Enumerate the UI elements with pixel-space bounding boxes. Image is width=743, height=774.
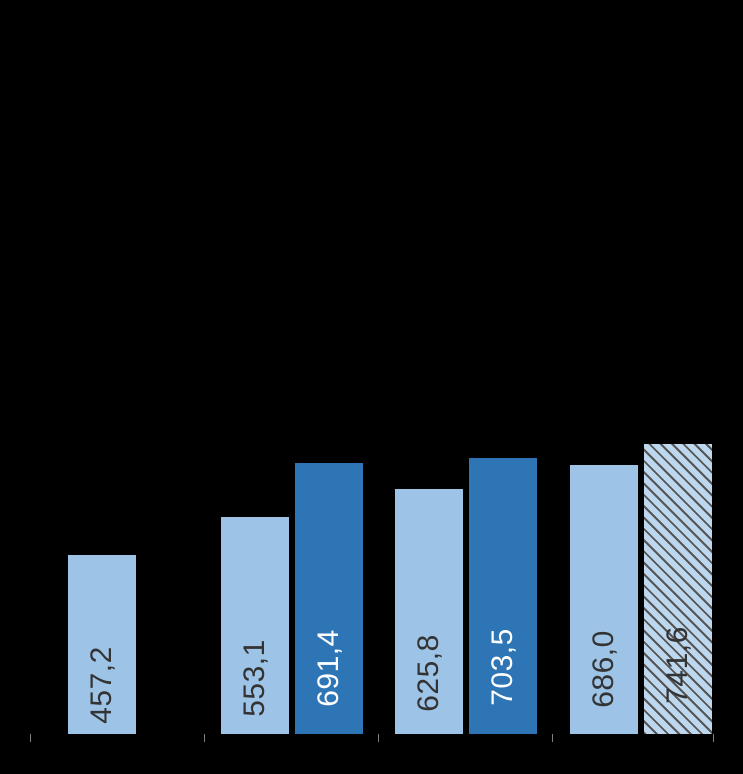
bar: 741,6 [644,444,712,734]
x-tick [713,734,714,742]
bar-group: 553,1 691,4 [221,463,363,734]
bar-value-label: 703,5 [486,629,520,707]
x-tick [552,734,553,742]
x-tick [378,734,379,742]
bar-value-label: 625,8 [412,634,446,712]
bar: 703,5 [469,458,537,734]
bar-group: 457,2 [68,555,136,734]
bar-chart: 457,2 553,1 691,4 625,8 703,5 686,0 [0,0,743,774]
bar-value-label: 691,4 [312,629,346,707]
bar: 553,1 [221,517,289,734]
bar-group: 625,8 703,5 [395,458,537,734]
bar-value-label: 686,0 [587,630,621,708]
x-tick [204,734,205,742]
x-tick [30,734,31,742]
bar-group: 686,0 741,6 [570,444,712,734]
bar: 686,0 [570,465,638,734]
bar-value-label: 741,6 [661,626,695,704]
bar-value-label: 457,2 [85,646,119,724]
bar: 691,4 [295,463,363,734]
bar-value-label: 553,1 [238,639,272,717]
bar: 457,2 [68,555,136,734]
bar: 625,8 [395,489,463,734]
plot-area: 457,2 553,1 691,4 625,8 703,5 686,0 [30,264,713,734]
